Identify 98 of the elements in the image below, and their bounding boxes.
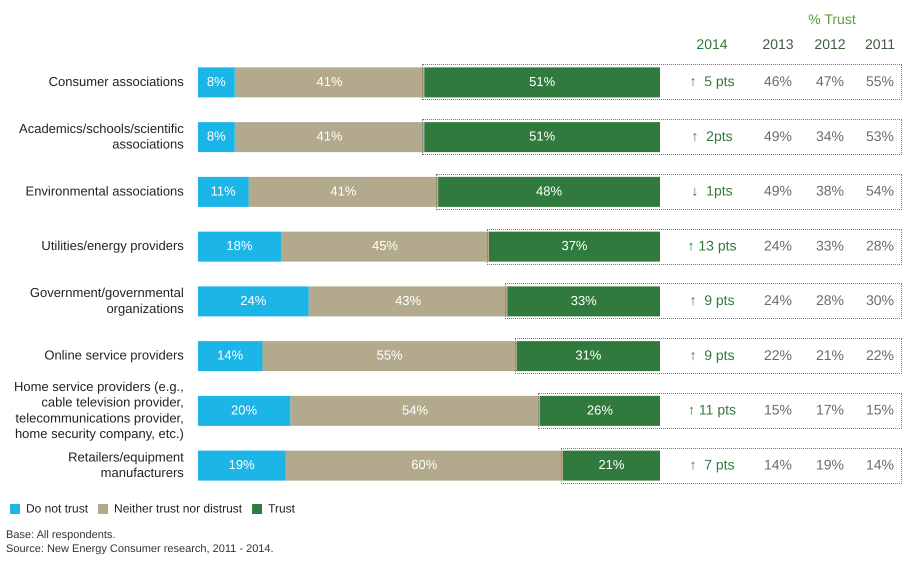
text: ↑ 5 pts xyxy=(689,73,735,90)
source-note: Source: New Energy Consumer research, 2011 - 2014. xyxy=(6,542,274,556)
legend-label: Do not trust xyxy=(26,501,89,516)
legend-label: Trust xyxy=(268,501,296,516)
text: 17% xyxy=(816,402,844,418)
text: ↑ 2pts xyxy=(691,128,733,144)
bar xyxy=(562,450,660,481)
bar xyxy=(308,286,508,316)
bar xyxy=(280,232,489,262)
text: Base: All respondents. xyxy=(6,528,116,542)
data-label: 8% xyxy=(206,74,226,89)
data-label: 60% xyxy=(411,457,438,472)
data-label: 18% xyxy=(226,238,253,254)
bar xyxy=(424,67,660,98)
text: ↑ 11 pts xyxy=(688,402,736,418)
text: 46% xyxy=(764,73,792,90)
data-label: 41% xyxy=(316,128,343,144)
bar xyxy=(234,67,424,98)
text: 24% xyxy=(764,292,792,308)
data-label: 51% xyxy=(529,128,556,144)
data-label: 33% xyxy=(570,292,598,308)
data-label: 14% xyxy=(217,348,244,363)
data-label: 37% xyxy=(561,238,588,254)
bar xyxy=(198,450,286,481)
bar xyxy=(198,232,281,262)
text: 22% xyxy=(866,346,894,363)
data-label: 24% xyxy=(240,292,267,308)
bar xyxy=(540,396,660,426)
y-tick-label: Retailers/equipment manufacturers xyxy=(68,449,184,480)
text: 22% xyxy=(764,346,792,363)
text: 33% xyxy=(816,237,844,254)
bar xyxy=(262,341,517,372)
text: 14% xyxy=(866,456,894,472)
data-label: 20% xyxy=(230,402,258,418)
data-label: 31% xyxy=(575,348,602,363)
text: 34% xyxy=(816,128,844,144)
bar xyxy=(198,341,262,372)
text: 54% xyxy=(866,182,894,199)
text: 49% xyxy=(764,128,792,144)
y-tick-label: Utilities/energy providers xyxy=(41,238,184,254)
text: 38% xyxy=(816,182,844,199)
text: 19% xyxy=(816,456,844,472)
bar xyxy=(198,122,235,152)
data-label: 11% xyxy=(210,183,236,198)
legend-label: Neither trust nor distrust xyxy=(114,501,243,516)
text: 2011 xyxy=(864,36,896,52)
bar xyxy=(516,341,660,372)
data-label: 48% xyxy=(536,183,563,198)
bar xyxy=(198,286,309,316)
data-label: 51% xyxy=(529,74,556,89)
text: 55% xyxy=(866,73,894,90)
data-label: 26% xyxy=(586,402,614,418)
text: % Trust xyxy=(808,10,856,27)
data-label: 41% xyxy=(316,74,343,89)
data-label: 19% xyxy=(228,457,256,472)
data-label: 21% xyxy=(598,457,625,472)
bar xyxy=(438,176,660,207)
text: 28% xyxy=(816,292,844,308)
text: 21% xyxy=(816,346,844,363)
bar xyxy=(198,176,249,207)
data-label: 45% xyxy=(372,238,398,254)
bar xyxy=(248,176,438,207)
text: ↑ 9 pts xyxy=(689,346,735,363)
y-tick-label: Home service providers (e.g., cable television provider, telecommunications provider, home security company, etc.) xyxy=(14,379,184,441)
bar xyxy=(286,450,563,481)
text: 24% xyxy=(764,237,792,254)
text: ↓ 1pts xyxy=(691,182,733,199)
y-tick-label: Environmental associations xyxy=(26,183,184,198)
text: 14% xyxy=(764,456,792,472)
text: 15% xyxy=(866,402,894,418)
data-label: 55% xyxy=(376,348,404,363)
text: ↑ 13 pts xyxy=(687,237,737,254)
bar xyxy=(424,122,660,152)
bar xyxy=(290,396,540,426)
y-tick-label: Online service providers xyxy=(44,348,184,363)
bar xyxy=(234,122,424,152)
data-label: 54% xyxy=(402,402,428,418)
text: 15% xyxy=(764,402,792,418)
data-label: 43% xyxy=(395,292,422,308)
text: 49% xyxy=(764,182,792,199)
text: 30% xyxy=(866,292,894,308)
text: 47% xyxy=(816,73,844,90)
data-label: 8% xyxy=(206,128,226,144)
y-tick-label: Consumer associations xyxy=(48,74,184,89)
text: 28% xyxy=(866,237,894,254)
y-tick-label: Government/governmental organizations xyxy=(30,285,184,316)
bar xyxy=(507,286,660,316)
text: 2012 xyxy=(814,36,846,52)
bar xyxy=(198,396,290,426)
bar xyxy=(488,232,660,262)
data-label: 41% xyxy=(330,183,357,198)
text: 2013 xyxy=(762,36,794,52)
text: 2014 xyxy=(696,36,728,52)
text: ↑ 7 pts xyxy=(689,456,735,472)
text: 53% xyxy=(866,128,894,144)
y-tick-label: Academics/schools/scientific associations xyxy=(19,120,184,152)
bar xyxy=(198,67,235,98)
text: ↑ 9 pts xyxy=(689,292,735,308)
